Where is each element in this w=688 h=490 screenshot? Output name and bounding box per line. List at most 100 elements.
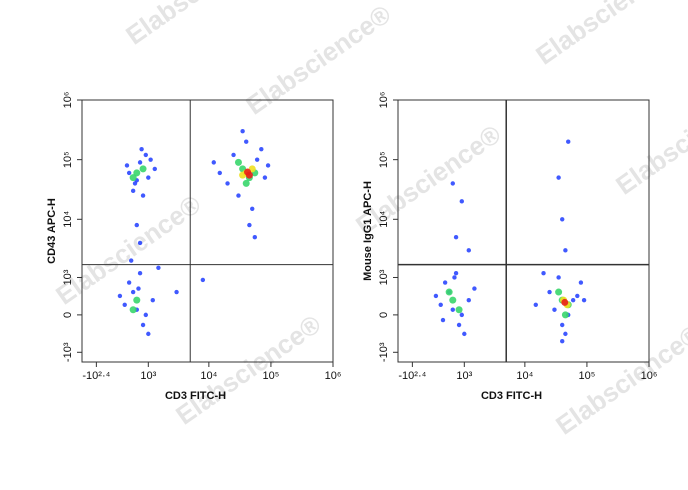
event-dot	[552, 307, 557, 312]
event-dot	[137, 160, 143, 165]
event-dot	[560, 217, 565, 222]
watermark: Elabscience®	[120, 0, 276, 51]
watermark: Elabscience®	[170, 309, 326, 431]
event-dot	[132, 181, 138, 186]
event-dot	[128, 258, 134, 263]
event-dot	[453, 270, 459, 276]
x-tick-label: 10⁴	[200, 370, 217, 382]
event-dot	[200, 277, 206, 283]
event-dot	[140, 322, 146, 328]
event-dot	[244, 168, 252, 176]
watermark: Elabscience®	[530, 0, 686, 71]
x-axis-label: CD3 FITC-H	[481, 390, 542, 402]
event-dot	[143, 152, 148, 158]
event-dot	[555, 288, 563, 296]
y-tick-label: 0	[378, 312, 390, 318]
event-dot	[148, 157, 153, 162]
event-dot	[450, 307, 455, 312]
event-dot	[265, 163, 271, 168]
event-dot	[139, 146, 144, 152]
x-tick-label: 10⁵	[579, 370, 596, 382]
event-dot	[440, 317, 446, 323]
x-tick-label: -10²·⁴	[398, 370, 426, 382]
event-dot	[211, 160, 216, 165]
event-dot	[136, 286, 141, 291]
event-dot	[566, 139, 571, 144]
event-dot	[459, 199, 464, 204]
x-tick-label: 10³	[140, 370, 156, 382]
event-dot	[126, 280, 132, 285]
event-dot	[581, 297, 587, 303]
event-dot	[217, 170, 222, 176]
event-dot	[563, 331, 568, 337]
y-tick-label: 10⁴	[62, 211, 74, 228]
event-dot	[433, 293, 439, 299]
event-dot	[146, 175, 151, 180]
y-tick-label: 10⁵	[378, 151, 390, 168]
plot: -10²·⁴ 10³ 10⁴ 10⁵ 10⁶ -10³ 0 10³ 10⁴ 10⁵ 10⁶ CD3 F…	[362, 92, 657, 402]
event-dot	[472, 286, 477, 291]
plot-frame	[81, 99, 334, 363]
event-dot	[117, 293, 123, 299]
event-dot	[150, 297, 155, 303]
event-dot	[236, 193, 241, 198]
event-dot	[561, 298, 569, 306]
event-dot	[455, 306, 463, 314]
event-dot	[140, 193, 146, 198]
y-axis-label: CD43 APC-H	[46, 198, 58, 264]
event-dot	[143, 312, 148, 318]
event-dot	[438, 302, 443, 307]
event-dot	[225, 181, 230, 186]
event-dot	[462, 331, 467, 337]
event-dot	[453, 235, 459, 240]
event-dot	[449, 296, 457, 304]
event-dot	[556, 175, 561, 180]
x-tick-label: 10³	[456, 370, 472, 382]
y-tick-label: 10⁵	[62, 151, 74, 168]
y-tick-label: 10⁴	[378, 211, 390, 228]
event-dot	[139, 165, 147, 173]
watermark: Elabscience®	[50, 189, 206, 311]
event-dot	[122, 302, 127, 307]
y-tick-label: 0	[62, 312, 74, 318]
event-dot	[575, 293, 580, 299]
y-tick-label: 10³	[378, 269, 390, 285]
event-dot	[560, 322, 565, 328]
event-dot	[445, 288, 453, 296]
event-dot	[442, 280, 448, 285]
event-dot	[254, 157, 260, 162]
event-dot	[456, 322, 462, 328]
event-dot	[560, 339, 565, 344]
event-dot	[137, 270, 143, 276]
event-dot	[563, 248, 568, 253]
x-tick-label: -10²·⁴	[82, 370, 110, 382]
event-dot	[541, 270, 546, 276]
event-dot	[547, 289, 552, 295]
event-dot	[459, 312, 464, 318]
event-dot	[152, 166, 157, 172]
event-dot	[174, 289, 179, 295]
event-dot	[242, 179, 250, 187]
event-dot	[130, 188, 136, 194]
event-dot	[130, 289, 136, 295]
event-dot	[466, 248, 471, 253]
event-dot	[126, 170, 132, 176]
x-tick-label: 10⁶	[641, 370, 658, 382]
event-dot	[533, 302, 538, 307]
event-dot	[556, 275, 561, 280]
y-tick-label: -10³	[378, 342, 390, 362]
x-axis-label: CD3 FITC-H	[165, 390, 226, 402]
event-dot	[250, 206, 255, 212]
event-dot	[450, 181, 455, 186]
event-dot	[570, 297, 576, 303]
y-tick-label: 10³	[62, 269, 74, 285]
plot-frame	[397, 99, 650, 363]
y-tick-label: -10³	[62, 342, 74, 362]
event-dot	[240, 128, 245, 134]
event-dot	[259, 146, 264, 152]
event-dot	[134, 222, 139, 228]
event-dot	[124, 163, 130, 168]
plot: -10²·⁴ 10³ 10⁴ 10⁵ 10⁶ -10³ 0 10³ 10⁴ 10⁵ 10⁶ CD3 F…	[46, 92, 341, 402]
watermark: Elabscience®	[550, 319, 688, 441]
